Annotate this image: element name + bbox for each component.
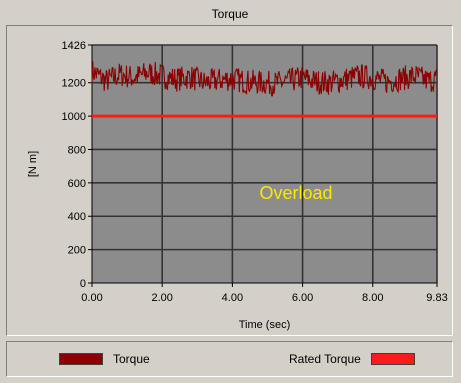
legend-label-rated-torque: Rated Torque — [289, 352, 361, 366]
legend: Torque Rated Torque — [6, 341, 453, 377]
legend-label-torque: Torque — [113, 352, 150, 366]
y-tick-label-0: 0 — [80, 278, 86, 290]
y-tick-label-4: 800 — [68, 144, 86, 156]
x-tick-label-0: 0.00 — [81, 292, 102, 304]
legend-swatch-rated-torque — [370, 353, 415, 365]
x-tick-label-4: 8.00 — [362, 292, 383, 304]
x-axis-label: Time (sec) — [239, 319, 291, 331]
y-tick-label-1: 200 — [68, 245, 86, 257]
series-line-torque — [91, 60, 438, 97]
legend-swatch-torque — [59, 353, 103, 365]
x-tick-label-5: 9.83 — [426, 292, 447, 304]
y-tick-label-5: 1000 — [62, 111, 86, 123]
y-tick-label-2: 400 — [68, 211, 86, 223]
legend-item-torque: Torque — [59, 352, 150, 366]
chart-title: Torque — [212, 7, 249, 21]
x-tick-label-2: 4.00 — [222, 292, 243, 304]
y-tick-label-6: 1200 — [62, 78, 86, 90]
x-tick-label-1: 2.00 — [151, 292, 172, 304]
y-tick-label-3: 600 — [68, 178, 86, 190]
overload-annotation: Overload — [259, 183, 332, 203]
y-tick-label-7: 1426 — [62, 40, 86, 52]
legend-item-rated-torque: Rated Torque — [289, 352, 415, 366]
y-axis-label: [N m] — [27, 151, 39, 177]
x-tick-label-3: 6.00 — [292, 292, 313, 304]
